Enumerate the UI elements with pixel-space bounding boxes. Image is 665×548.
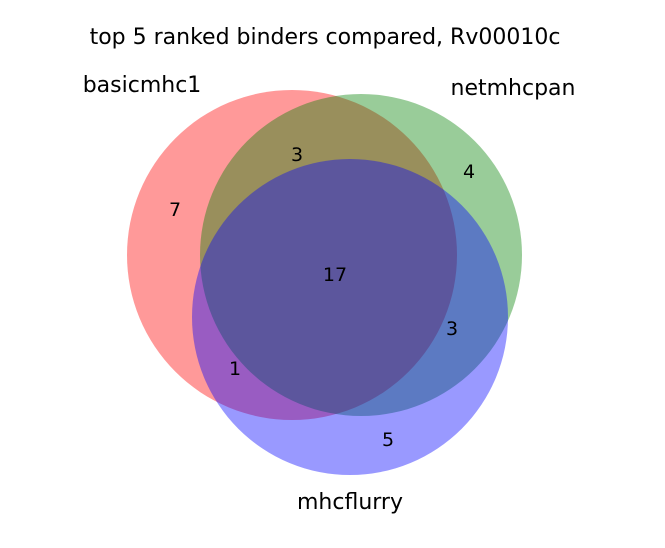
circle-basicmhc1: [127, 90, 457, 420]
set-label-netmhcpan: netmhcpan: [451, 76, 576, 101]
set-label-basicmhc1: basicmhc1: [83, 73, 202, 98]
region-count-basicmhc1-mhcflurry: 1: [229, 358, 241, 380]
region-count-all-three: 17: [323, 264, 347, 286]
region-count-netmhcpan-only: 4: [463, 161, 475, 183]
region-count-netmhcpan-mhcflurry: 3: [446, 318, 458, 340]
region-count-basicmhc1-netmhcpan: 3: [291, 144, 303, 166]
region-count-mhcflurry-only: 5: [382, 429, 394, 451]
set-label-mhcflurry: mhcflurry: [297, 490, 403, 515]
circle-mhcflurry: [192, 159, 508, 475]
chart-title: top 5 ranked binders compared, Rv00010c: [90, 25, 561, 50]
circle-netmhcpan: [200, 94, 522, 416]
region-count-basicmhc1-only: 7: [169, 199, 181, 221]
set-circles: [127, 90, 522, 475]
